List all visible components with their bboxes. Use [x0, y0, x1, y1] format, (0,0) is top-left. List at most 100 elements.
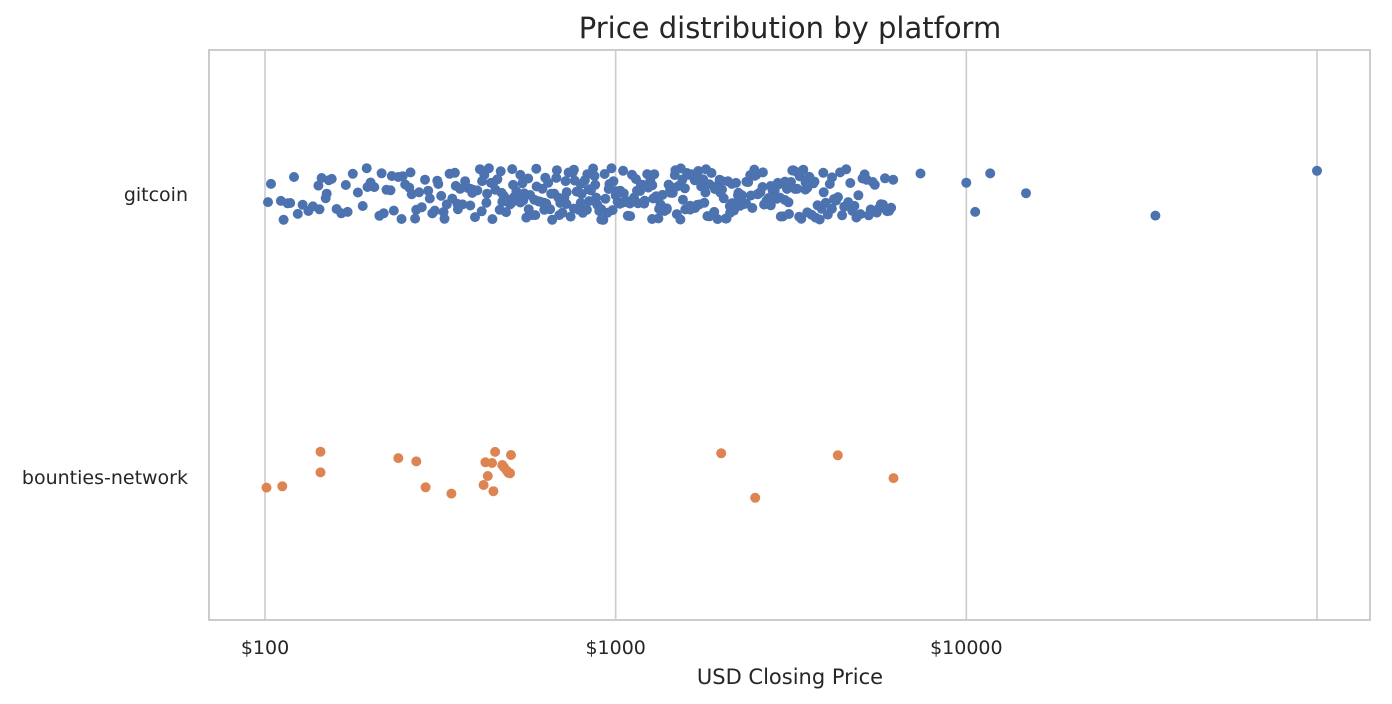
- data-point-gitcoin: [554, 210, 565, 221]
- data-point-bounties-network: [488, 486, 499, 497]
- data-point-gitcoin: [849, 200, 860, 211]
- data-point-gitcoin: [501, 207, 512, 218]
- data-point-gitcoin: [378, 208, 389, 219]
- data-point-gitcoin: [809, 176, 820, 187]
- data-point-gitcoin: [814, 214, 825, 225]
- data-point-gitcoin: [439, 213, 450, 224]
- data-point-gitcoin: [833, 192, 843, 203]
- plot-frame: [208, 49, 1371, 621]
- data-point-gitcoin: [551, 172, 562, 183]
- chart-title: Price distribution by platform: [579, 11, 1001, 45]
- data-point-gitcoin: [452, 204, 463, 215]
- x-tick-label: $100: [241, 637, 289, 659]
- data-point-bounties-network: [411, 456, 422, 467]
- data-point-bounties-network: [482, 471, 493, 481]
- data-point-gitcoin: [266, 178, 276, 189]
- data-point-gitcoin: [670, 165, 681, 176]
- data-point-gitcoin: [677, 194, 688, 205]
- data-point-bounties-network: [506, 450, 516, 460]
- category-label-gitcoin: gitcoin: [124, 184, 188, 206]
- data-point-gitcoin: [397, 171, 408, 182]
- data-point-gitcoin: [361, 163, 372, 174]
- data-point-gitcoin: [725, 207, 736, 218]
- data-point-gitcoin: [495, 166, 506, 177]
- data-point-gitcoin: [506, 197, 517, 208]
- data-point-gitcoin: [539, 197, 550, 208]
- data-point-gitcoin: [1312, 165, 1322, 176]
- data-point-gitcoin: [961, 177, 972, 188]
- data-point-gitcoin: [733, 187, 744, 198]
- data-point-gitcoin: [492, 174, 503, 185]
- data-point-gitcoin: [661, 203, 672, 214]
- data-point-gitcoin: [314, 204, 325, 215]
- data-point-gitcoin: [827, 172, 837, 183]
- data-point-gitcoin: [369, 182, 380, 193]
- data-point-gitcoin: [625, 211, 636, 222]
- data-point-gitcoin: [596, 214, 607, 225]
- data-point-gitcoin: [551, 165, 562, 176]
- data-point-gitcoin: [449, 167, 460, 178]
- data-point-gitcoin: [677, 174, 688, 185]
- data-point-gitcoin: [423, 185, 434, 196]
- data-point-gitcoin: [321, 188, 332, 199]
- data-point-gitcoin: [629, 195, 640, 206]
- data-point-gitcoin: [589, 171, 600, 181]
- data-point-gitcoin: [590, 179, 601, 190]
- data-point-gitcoin: [1150, 210, 1161, 221]
- data-point-gitcoin: [654, 191, 665, 202]
- data-point-gitcoin: [581, 204, 592, 215]
- data-point-gitcoin: [414, 187, 425, 198]
- data-point-bounties-network: [420, 482, 431, 493]
- data-point-gitcoin: [841, 164, 852, 175]
- data-point-gitcoin: [518, 195, 529, 206]
- data-point-gitcoin: [523, 204, 534, 215]
- data-point-gitcoin: [869, 179, 880, 190]
- data-point-gitcoin: [669, 182, 680, 193]
- data-point-gitcoin: [429, 205, 440, 216]
- data-point-gitcoin: [515, 169, 526, 180]
- data-point-gitcoin: [880, 173, 890, 184]
- data-point-gitcoin: [565, 211, 576, 222]
- data-point-gitcoin: [531, 163, 542, 174]
- data-point-gitcoin: [487, 214, 498, 225]
- data-point-gitcoin: [263, 197, 273, 208]
- data-point-gitcoin: [618, 165, 629, 176]
- data-point-gitcoin: [410, 213, 421, 224]
- data-point-gitcoin: [600, 193, 611, 204]
- data-point-gitcoin: [685, 200, 696, 211]
- data-point-bounties-network: [832, 450, 843, 461]
- data-point-gitcoin: [599, 169, 610, 179]
- data-point-gitcoin: [654, 204, 665, 214]
- data-point-gitcoin: [649, 169, 660, 180]
- data-point-gitcoin: [385, 185, 396, 196]
- data-point-gitcoin: [639, 195, 650, 206]
- data-point-gitcoin: [411, 204, 422, 215]
- data-point-gitcoin: [731, 177, 741, 188]
- category-labels: gitcoin bounties-network: [22, 184, 188, 489]
- data-point-gitcoin: [784, 209, 794, 219]
- data-point-gitcoin: [693, 166, 704, 176]
- data-points: [261, 163, 1322, 503]
- data-point-gitcoin: [747, 203, 758, 213]
- data-point-gitcoin: [483, 163, 494, 174]
- data-point-gitcoin: [717, 184, 727, 195]
- data-point-gitcoin: [508, 179, 519, 190]
- data-point-gitcoin: [818, 167, 829, 178]
- data-point-gitcoin: [608, 176, 619, 187]
- data-point-gitcoin: [607, 205, 618, 216]
- data-point-gitcoin: [546, 188, 557, 199]
- data-point-gitcoin: [357, 201, 368, 211]
- data-point-bounties-network: [315, 446, 326, 457]
- data-point-gitcoin: [285, 198, 296, 208]
- data-point-gitcoin: [888, 174, 899, 185]
- data-point-gitcoin: [826, 203, 837, 214]
- data-point-gitcoin: [545, 204, 556, 215]
- data-point-gitcoin: [326, 173, 337, 184]
- data-point-gitcoin: [733, 196, 744, 207]
- data-point-gitcoin: [675, 214, 686, 225]
- data-point-gitcoin: [292, 208, 303, 219]
- data-point-bounties-network: [446, 488, 457, 499]
- data-point-gitcoin: [757, 167, 768, 178]
